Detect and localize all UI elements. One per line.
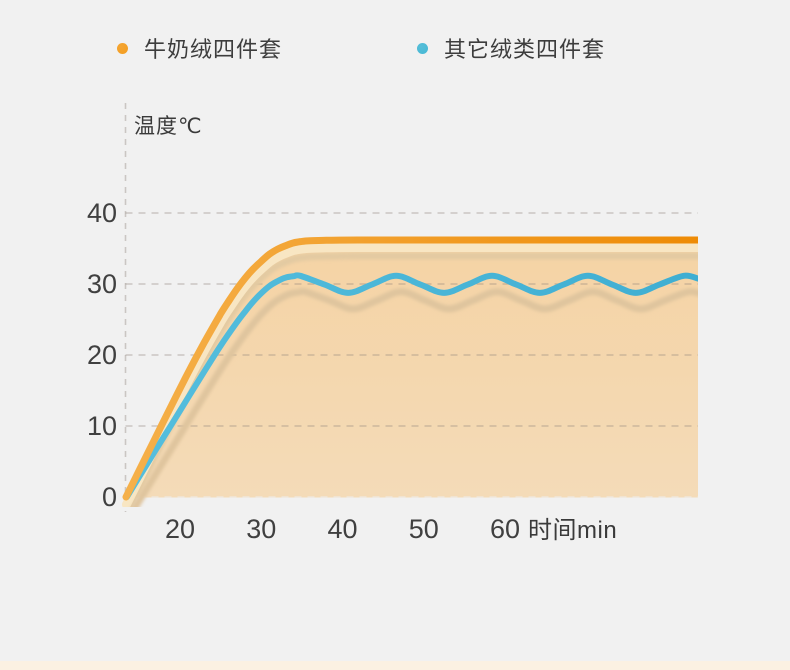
legend-label-other-velvet: 其它绒类四件套 <box>444 37 606 62</box>
legend-label-milk-velvet: 牛奶绒四件套 <box>144 37 283 62</box>
legend-item-other-velvet: 其它绒类四件套 <box>417 36 605 62</box>
orange-dot-icon <box>117 42 128 54</box>
legend-item-milk-velvet: 牛奶绒四件套 <box>117 36 282 62</box>
x-tick-label-40: 40 <box>327 514 358 544</box>
y-tick-label-20: 20 <box>86 340 117 370</box>
x-tick-label-50: 50 <box>408 514 439 544</box>
y-tick-label-30: 30 <box>86 269 117 299</box>
series-line-other-velvet <box>123 272 698 500</box>
series-shadow-other-velvet <box>131 287 698 507</box>
y-tick-label-40: 40 <box>86 198 117 228</box>
bottom-strip <box>0 661 790 670</box>
y-axis-unit-label: 温度℃ <box>134 115 203 138</box>
x-axis-unit-label: 时间min <box>528 517 618 544</box>
x-tick-label-60: 60 <box>489 514 521 544</box>
y-tick-label-10: 10 <box>86 411 117 441</box>
x-tick-label-20: 20 <box>164 514 196 544</box>
x-tick-label-30: 30 <box>246 514 277 544</box>
blue-dot-icon <box>417 42 428 54</box>
series-highlight-band <box>122 242 698 507</box>
series-line-milk-velvet <box>122 236 698 501</box>
y-tick-label-0: 0 <box>101 482 117 512</box>
